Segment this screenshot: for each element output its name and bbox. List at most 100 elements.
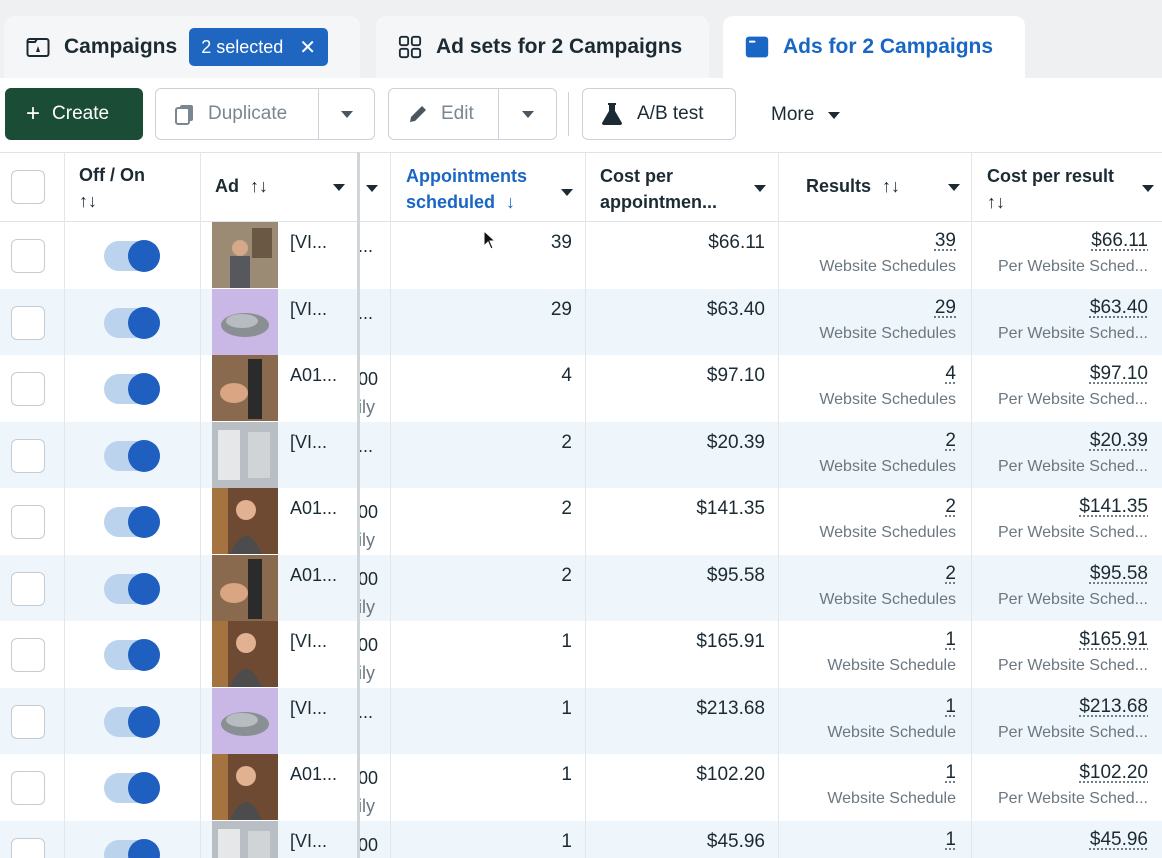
create-button[interactable]: + Create xyxy=(5,88,143,140)
ad-sets-grid-icon xyxy=(398,35,422,59)
ad-on-off-toggle[interactable] xyxy=(104,838,160,858)
ad-name[interactable]: [VI... xyxy=(290,631,328,651)
results-value[interactable]: 2 xyxy=(945,429,956,451)
chevron-down-icon[interactable] xyxy=(754,185,766,192)
cost-per-result-value[interactable]: $165.91 xyxy=(1079,629,1148,650)
ad-on-off-toggle[interactable] xyxy=(104,639,160,671)
results-value[interactable]: 2 xyxy=(945,562,956,584)
table-row[interactable]: A01... 00 ily 2 $141.35 2 Website Schedules $14… xyxy=(0,488,1162,554)
more-button[interactable]: More xyxy=(771,104,841,126)
results-value[interactable]: 29 xyxy=(934,296,956,318)
column-header-cost-per-appointment[interactable]: Cost per appointmen... xyxy=(600,163,775,233)
chevron-down-icon[interactable] xyxy=(561,189,573,196)
clear-selection-icon[interactable]: ✕ xyxy=(299,36,317,59)
ad-thumbnail[interactable] xyxy=(212,754,278,820)
truncated-column-value: 00 xyxy=(358,568,379,589)
ad-on-off-toggle[interactable] xyxy=(104,705,160,738)
table-row[interactable]: [VI...... 2 $20.39 2 Website Schedules $20.39… xyxy=(0,421,1162,488)
cost-per-result-value[interactable]: $20.39 xyxy=(1089,429,1148,451)
ad-name[interactable]: A01... xyxy=(290,498,338,518)
select-all-checkbox[interactable] xyxy=(11,170,45,204)
cost-per-result-value[interactable]: $63.40 xyxy=(1089,296,1148,318)
ad-thumbnail[interactable] xyxy=(212,421,278,488)
ad-name[interactable]: [VI... xyxy=(290,830,328,851)
chevron-down-icon[interactable] xyxy=(333,184,345,191)
row-checkbox[interactable] xyxy=(11,571,45,606)
column-header-appointments[interactable]: Appointments scheduled ↓ xyxy=(406,163,586,233)
cost-per-result-value[interactable]: $66.11 xyxy=(1091,230,1148,251)
chevron-down-icon[interactable] xyxy=(366,185,378,192)
column-header-ad[interactable]: Ad ↑↓ xyxy=(215,173,355,243)
column-header-results[interactable]: Results ↑↓ xyxy=(806,173,966,243)
results-value[interactable]: 1 xyxy=(945,695,956,717)
ad-thumbnail[interactable] xyxy=(212,554,278,621)
ad-name[interactable]: A01... xyxy=(290,365,338,385)
ad-thumbnail[interactable] xyxy=(212,288,278,355)
cost-per-result-value[interactable]: $97.10 xyxy=(1089,363,1148,384)
column-header-off-on[interactable]: Off / On ↑↓ xyxy=(79,162,145,232)
ad-name[interactable]: [VI... xyxy=(290,697,328,718)
ad-name[interactable]: [VI... xyxy=(290,431,328,452)
table-row[interactable]: A01... 00 ily 4 $97.10 4 Website Schedules $97.… xyxy=(0,355,1162,421)
table-row[interactable]: [VI...... 1 $213.68 1 Website Schedule $213.6… xyxy=(0,687,1162,754)
ad-thumbnail[interactable] xyxy=(212,222,278,288)
results-value[interactable]: 1 xyxy=(945,762,956,783)
ad-on-off-toggle[interactable] xyxy=(104,306,160,339)
results-label: Website Schedules xyxy=(819,590,956,608)
duplicate-dropdown-button[interactable] xyxy=(318,89,374,139)
cost-per-result-value[interactable]: $102.20 xyxy=(1079,762,1148,783)
truncated-column-subtext: ily xyxy=(358,397,375,417)
row-checkbox[interactable] xyxy=(11,305,45,340)
ad-thumbnail[interactable] xyxy=(212,820,278,858)
ad-on-off-toggle[interactable] xyxy=(104,772,160,804)
row-checkbox[interactable] xyxy=(11,837,45,858)
table-row[interactable]: [VI...... 39 $66.11 39 Website Schedules $66.… xyxy=(0,222,1162,288)
ad-name[interactable]: [VI... xyxy=(290,298,328,319)
cost-per-result-value[interactable]: $45.96 xyxy=(1089,828,1148,850)
chevron-down-icon[interactable] xyxy=(1142,185,1154,192)
ad-thumbnail[interactable] xyxy=(212,621,278,687)
row-checkbox[interactable] xyxy=(11,638,45,672)
table-row[interactable]: [VI...... 29 $63.40 29 Website Schedules $63.… xyxy=(0,288,1162,355)
truncated-column-cell: ... xyxy=(358,232,388,260)
ab-test-button[interactable]: A/B test xyxy=(582,88,736,140)
ad-on-off-toggle[interactable] xyxy=(104,240,160,272)
cost-per-result-value[interactable]: $213.68 xyxy=(1079,695,1148,717)
table-row[interactable]: A01... 00 ily 2 $95.58 2 Website Schedules $95.… xyxy=(0,554,1162,621)
ad-thumbnail[interactable] xyxy=(212,488,278,554)
ad-name[interactable]: [VI... xyxy=(290,232,328,252)
ad-thumbnail[interactable] xyxy=(212,687,278,754)
ad-on-off-toggle[interactable] xyxy=(104,373,160,405)
row-checkbox[interactable] xyxy=(11,505,45,539)
results-value[interactable]: 2 xyxy=(945,496,956,517)
table-row[interactable]: A01... 00 ily 1 $102.20 1 Website Schedule $102… xyxy=(0,754,1162,820)
results-value[interactable]: 39 xyxy=(934,230,956,251)
tab-campaigns[interactable]: Campaigns 2 selected ✕ xyxy=(4,16,360,78)
row-checkbox[interactable] xyxy=(11,704,45,739)
tab-ads[interactable]: Ads for 2 Campaigns xyxy=(723,16,1025,78)
row-checkbox[interactable] xyxy=(11,438,45,473)
ad-thumbnail[interactable] xyxy=(212,355,278,421)
column-header-cost-per-result[interactable]: Cost per result ↑↓ xyxy=(987,163,1159,233)
edit-button[interactable]: Edit xyxy=(388,88,557,140)
ad-on-off-toggle[interactable] xyxy=(104,439,160,472)
results-value[interactable]: 1 xyxy=(945,629,956,650)
results-value[interactable]: 1 xyxy=(945,828,956,850)
selected-chip[interactable]: 2 selected ✕ xyxy=(189,28,329,66)
ad-name[interactable]: A01... xyxy=(290,564,338,585)
tab-ad-sets[interactable]: Ad sets for 2 Campaigns xyxy=(376,16,709,78)
edit-dropdown-button[interactable] xyxy=(498,89,556,139)
ad-on-off-toggle[interactable] xyxy=(104,506,160,538)
row-checkbox[interactable] xyxy=(11,372,45,406)
cost-per-result-value[interactable]: $141.35 xyxy=(1079,496,1148,517)
table-row[interactable]: [VI... 00 ily 1 $165.91 1 Website Schedule $165… xyxy=(0,621,1162,687)
row-checkbox[interactable] xyxy=(11,239,45,273)
cost-per-result-value[interactable]: $95.58 xyxy=(1089,562,1148,584)
chevron-down-icon[interactable] xyxy=(948,184,960,191)
ad-name[interactable]: A01... xyxy=(290,764,338,784)
results-value[interactable]: 4 xyxy=(945,363,956,384)
row-checkbox[interactable] xyxy=(11,771,45,805)
table-row[interactable]: [VI... 00 1 $45.96 1 $45.96 xyxy=(0,820,1162,858)
ad-on-off-toggle[interactable] xyxy=(104,572,160,605)
duplicate-button[interactable]: Duplicate xyxy=(155,88,375,140)
